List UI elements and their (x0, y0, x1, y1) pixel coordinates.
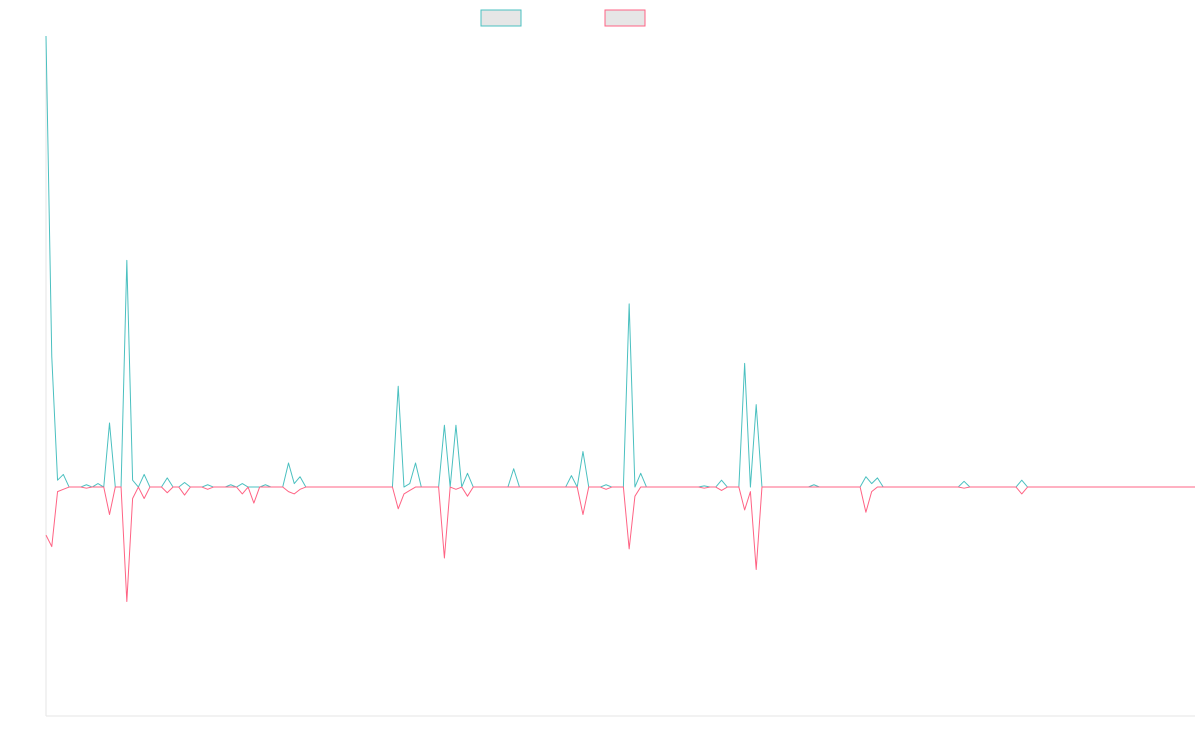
legend-entry-series-1[interactable] (480, 9, 522, 27)
legend-swatch-series-2 (604, 9, 646, 27)
series-layer (45, 35, 1195, 603)
legend-swatch-series-1 (480, 9, 522, 27)
series-line-2 (45, 486, 1195, 603)
legend-entry-series-2[interactable] (604, 9, 646, 27)
legend (480, 9, 646, 27)
series-line-1 (45, 35, 1195, 488)
